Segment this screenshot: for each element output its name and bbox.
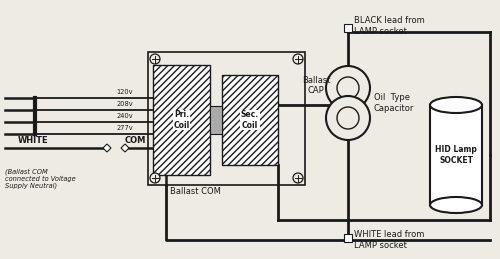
Circle shape	[326, 96, 370, 140]
Bar	[222, 75, 278, 165]
Circle shape	[150, 173, 160, 183]
Polygon shape	[103, 144, 111, 152]
Circle shape	[150, 54, 160, 64]
Polygon shape	[121, 144, 129, 152]
Text: (Ballast COM
connected to Voltage
Supply Neutral): (Ballast COM connected to Voltage Supply…	[5, 168, 76, 189]
Text: COM: COM	[124, 136, 146, 145]
Text: WHITE: WHITE	[18, 136, 48, 145]
Text: Sec.
Coil: Sec. Coil	[241, 110, 259, 130]
Text: 120v: 120v	[117, 89, 133, 95]
Text: Ballast COM: Ballast COM	[170, 187, 221, 196]
Circle shape	[326, 66, 370, 110]
Polygon shape	[344, 24, 352, 32]
Text: HID Lamp
SOCKET: HID Lamp SOCKET	[435, 145, 477, 165]
Bar	[153, 65, 210, 175]
Text: Oil  Type
Capacitor: Oil Type Capacitor	[374, 93, 414, 113]
Text: 277v: 277v	[116, 125, 134, 131]
Circle shape	[293, 54, 303, 64]
Bar	[210, 106, 222, 134]
Ellipse shape	[430, 97, 482, 113]
Circle shape	[337, 77, 359, 99]
Polygon shape	[344, 234, 352, 242]
Bar	[430, 105, 482, 205]
Bar	[148, 52, 305, 185]
Text: 240v: 240v	[116, 113, 134, 119]
Ellipse shape	[430, 197, 482, 213]
Text: 208v: 208v	[116, 101, 134, 107]
Text: WHITE lead from
LAMP socket: WHITE lead from LAMP socket	[354, 230, 424, 250]
Text: BLACK lead from
LAMP socket: BLACK lead from LAMP socket	[354, 16, 425, 36]
Text: Pri.
Coil: Pri. Coil	[174, 110, 190, 130]
Text: Ballast
CAP: Ballast CAP	[302, 76, 330, 95]
Circle shape	[337, 107, 359, 129]
Circle shape	[293, 173, 303, 183]
